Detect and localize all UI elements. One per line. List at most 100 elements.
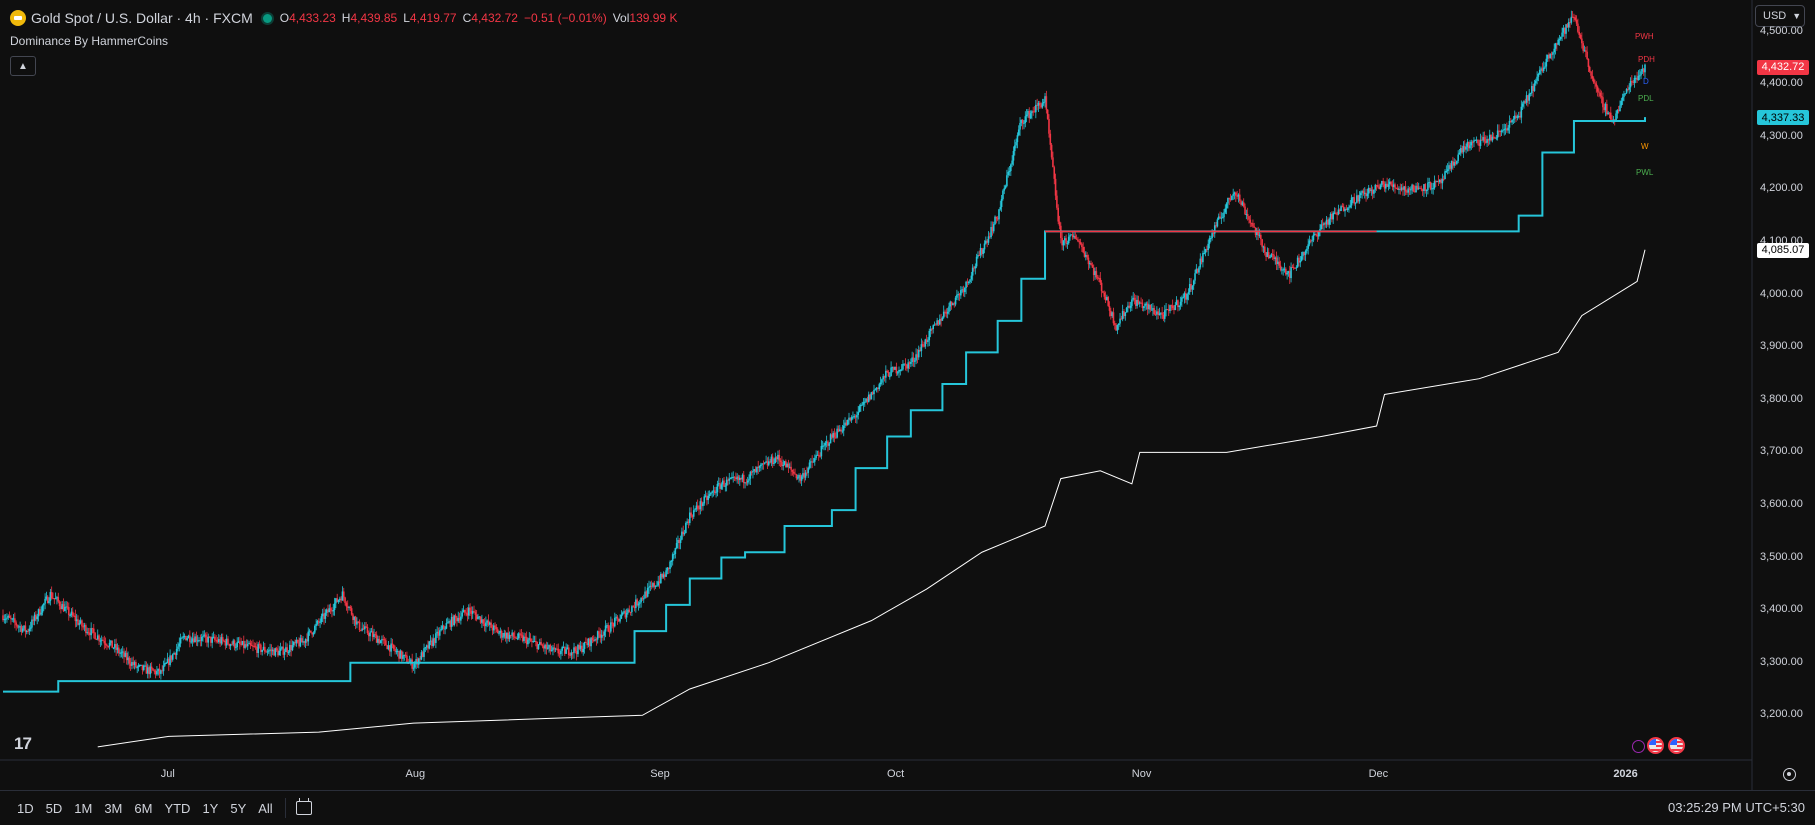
- us-flag-icon-2[interactable]: [1668, 737, 1685, 754]
- candle: [1478, 139, 1481, 152]
- candle: [261, 649, 263, 656]
- candle: [1294, 267, 1296, 270]
- candle: [174, 652, 177, 660]
- candle: [219, 635, 221, 647]
- price-tick-label: 4,300.00: [1760, 129, 1803, 142]
- candle: [242, 635, 245, 654]
- range-1y-button[interactable]: 1Y: [202, 800, 219, 816]
- candle: [357, 621, 360, 624]
- candle: [1256, 227, 1258, 241]
- candle: [1552, 51, 1554, 61]
- candle: [1007, 167, 1009, 178]
- candle: [389, 645, 391, 656]
- candle: [937, 320, 940, 327]
- price-chart[interactable]: [0, 0, 1815, 790]
- candle: [1553, 43, 1556, 59]
- candle: [1431, 182, 1433, 194]
- volume-value: 139.99 K: [629, 11, 678, 25]
- candle: [139, 664, 141, 668]
- candle: [304, 638, 307, 649]
- gear-icon[interactable]: [1783, 768, 1796, 781]
- currency-selector[interactable]: USD ▼: [1755, 5, 1805, 27]
- candle: [1227, 197, 1229, 209]
- event-marker-icon[interactable]: [1632, 740, 1645, 753]
- candle: [1549, 53, 1552, 59]
- candle: [932, 324, 935, 334]
- candle: [920, 338, 923, 358]
- range-3m-button[interactable]: 3M: [104, 800, 123, 816]
- candle: [479, 616, 482, 624]
- candle: [694, 508, 696, 513]
- candle: [645, 590, 648, 599]
- candle: [7, 614, 10, 620]
- calendar-range-icon[interactable]: [295, 798, 312, 815]
- symbol-legend[interactable]: Gold Spot / U.S. Dollar · 4h · FXCM O4,4…: [10, 9, 683, 27]
- cyan-line-price-tag[interactable]: 4,337.33: [1757, 110, 1809, 126]
- candle: [157, 668, 160, 676]
- candle: [1140, 297, 1142, 304]
- clock-display[interactable]: 03:25:29 PM UTC+5:30: [1668, 800, 1805, 815]
- candle: [590, 637, 592, 652]
- candle: [349, 605, 352, 611]
- us-flag-icon[interactable]: [1647, 737, 1664, 754]
- candle: [977, 251, 979, 259]
- candle: [329, 603, 332, 614]
- candle: [846, 419, 849, 426]
- candle: [310, 630, 312, 634]
- candle: [550, 645, 553, 652]
- range-all-button[interactable]: All: [258, 800, 273, 816]
- candle: [1390, 181, 1392, 186]
- candle: [706, 492, 708, 506]
- candle: [487, 614, 490, 627]
- candle: [241, 640, 244, 646]
- candle: [1482, 131, 1484, 143]
- candle: [1379, 183, 1382, 190]
- candle: [1453, 158, 1456, 168]
- last-price-tag[interactable]: 4,432.72: [1757, 59, 1809, 75]
- range-5y-button[interactable]: 5Y: [230, 800, 247, 816]
- candle: [1357, 194, 1359, 204]
- candle: [358, 619, 361, 632]
- candle: [1315, 233, 1317, 237]
- candle: [602, 630, 604, 641]
- symbol-title[interactable]: Gold Spot / U.S. Dollar · 4h · FXCM: [31, 10, 253, 26]
- candle: [1407, 185, 1409, 197]
- market-status-icon[interactable]: [262, 13, 272, 23]
- candle: [802, 467, 804, 480]
- candle: [1479, 133, 1482, 149]
- candle: [404, 652, 407, 658]
- range-5d-button[interactable]: 5D: [45, 800, 63, 816]
- candle: [556, 644, 558, 651]
- range-6m-button[interactable]: 6M: [134, 800, 153, 816]
- candle: [957, 291, 960, 301]
- candle: [582, 643, 585, 656]
- candle: [457, 611, 460, 623]
- range-ytd-button[interactable]: YTD: [164, 800, 191, 816]
- candle: [571, 652, 574, 659]
- candle: [478, 616, 481, 620]
- candle: [441, 620, 444, 631]
- candle: [708, 490, 711, 499]
- indicator-name[interactable]: Dominance By HammerCoins: [10, 34, 169, 48]
- tradingview-logo-icon[interactable]: 17: [14, 734, 32, 753]
- candle: [825, 435, 828, 448]
- candle: [650, 580, 653, 590]
- candle: [292, 641, 295, 648]
- candle: [1487, 138, 1490, 146]
- candle: [71, 607, 74, 618]
- candle: [164, 657, 166, 667]
- candle: [1412, 184, 1415, 193]
- candle: [707, 490, 710, 505]
- range-1m-button[interactable]: 1M: [74, 800, 93, 816]
- candle: [731, 472, 733, 480]
- white-line-price-tag[interactable]: 4,085.07: [1757, 242, 1809, 258]
- collapse-indicators-button[interactable]: ▲: [10, 56, 36, 76]
- candle: [1607, 110, 1609, 115]
- candle: [1177, 299, 1179, 312]
- candle: [90, 622, 92, 640]
- range-1d-button[interactable]: 1D: [17, 800, 34, 816]
- candle: [225, 634, 228, 649]
- candle: [296, 639, 299, 644]
- candle: [1563, 27, 1566, 40]
- candle: [539, 638, 541, 646]
